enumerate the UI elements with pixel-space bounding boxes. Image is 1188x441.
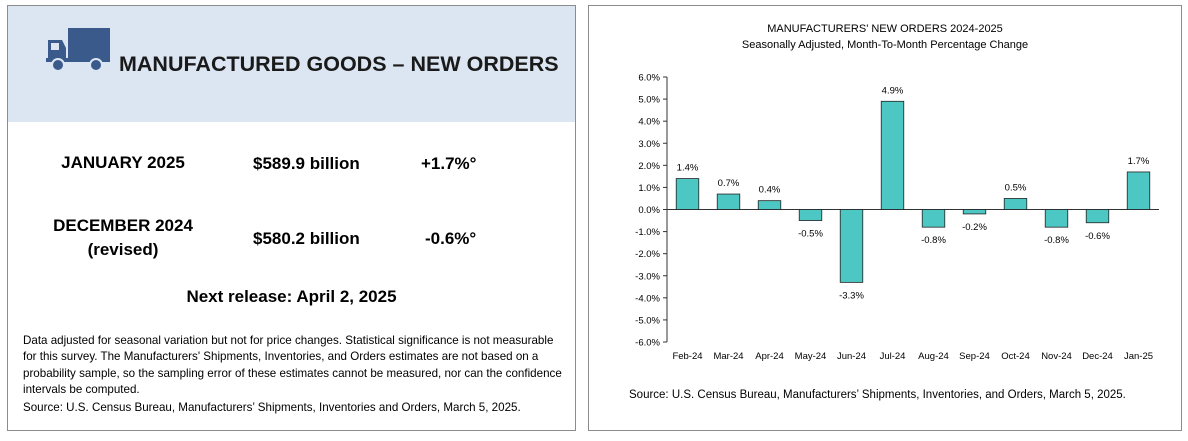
period-revised: (revised)	[87, 240, 159, 259]
period-december-2024: DECEMBER 2024 (revised)	[38, 214, 208, 262]
y-tick-label: 6.0%	[638, 73, 660, 84]
methodology-notes: Data adjusted for seasonal variation but…	[23, 334, 562, 397]
x-tick-label: Aug-24	[918, 351, 949, 362]
period-january-2025: JANUARY 2025	[38, 151, 208, 175]
chart-source: Source: U.S. Census Bureau, Manufacturer…	[629, 389, 1126, 401]
summary-source: Source: U.S. Census Bureau, Manufacturer…	[23, 401, 521, 414]
x-tick-label: Apr-24	[755, 351, 784, 362]
amount-december-2024: $580.2 billion	[253, 229, 360, 248]
bar	[1126, 171, 1151, 210]
y-tick-label: -6.0%	[635, 338, 660, 349]
data-label: 0.4%	[759, 185, 781, 196]
y-tick-label: -3.0%	[635, 271, 660, 282]
data-label: 1.7%	[1128, 156, 1150, 167]
bar	[1085, 209, 1110, 224]
data-label: 4.9%	[882, 85, 904, 96]
y-tick-label: 2.0%	[638, 161, 660, 172]
data-label: -0.5%	[798, 229, 823, 240]
x-tick-label: Dec-24	[1082, 351, 1113, 362]
plot-area: 6.0% 5.0% 4.0% 3.0% 2.0% 1.0% 0.0% -1.0% -2.0% -3…	[635, 73, 1159, 362]
summary-header: MANUFACTURED GOODS – NEW ORDERS	[8, 6, 575, 122]
y-tick-label: 4.0%	[638, 117, 660, 128]
data-label: -3.3%	[839, 290, 864, 301]
period-line: JANUARY 2025	[61, 153, 185, 172]
y-tick-label: 5.0%	[638, 95, 660, 106]
y-tick-label: -1.0%	[635, 227, 660, 238]
bar	[962, 209, 987, 215]
data-label: 0.5%	[1005, 182, 1027, 193]
data-label: 0.7%	[718, 178, 740, 189]
x-tick-label: Mar-24	[713, 351, 743, 362]
amount-january-2025: $589.9 billion	[253, 154, 360, 173]
period-line: DECEMBER 2024	[53, 216, 193, 235]
bar	[757, 200, 782, 210]
change-december-2024: -0.6%°	[425, 229, 477, 248]
x-tick-label: May-24	[795, 351, 827, 362]
y-tick-label: 0.0%	[638, 205, 660, 216]
bar	[716, 193, 741, 210]
y-tick-label: 1.0%	[638, 183, 660, 194]
x-tick-label: Jan-25	[1124, 351, 1153, 362]
data-label: -0.8%	[1044, 235, 1069, 246]
x-tick-label: Oct-24	[1001, 351, 1030, 362]
x-tick-label: Sep-24	[959, 351, 990, 362]
data-label: 1.4%	[677, 163, 699, 174]
y-tick-label: -4.0%	[635, 293, 660, 304]
chart-panel: MANUFACTURERS' NEW ORDERS 2024-2025 Seas…	[588, 5, 1182, 431]
bar	[1044, 209, 1069, 228]
headline: MANUFACTURED GOODS – NEW ORDERS	[119, 52, 559, 76]
bar	[675, 178, 700, 210]
x-tick-label: Nov-24	[1041, 351, 1072, 362]
bar	[839, 209, 864, 283]
bar-chart: MANUFACTURERS' NEW ORDERS 2024-2025 Seas…	[629, 23, 1159, 401]
x-tick-label: Jul-24	[880, 351, 906, 362]
bar	[1003, 198, 1028, 210]
y-tick-label: -2.0%	[635, 249, 660, 260]
chart-subtitle: Seasonally Adjusted, Month-To-Month Perc…	[742, 39, 1028, 51]
truck-icon	[46, 28, 110, 72]
bar	[880, 100, 905, 210]
y-tick-label: -5.0%	[635, 315, 660, 326]
x-tick-label: Jun-24	[837, 351, 866, 362]
y-tick-label: 3.0%	[638, 139, 660, 150]
change-january-2025: +1.7%°	[421, 154, 477, 173]
x-tick-label: Feb-24	[672, 351, 702, 362]
data-label: -0.8%	[921, 235, 946, 246]
summary-panel: MANUFACTURED GOODS – NEW ORDERS JANUARY …	[7, 5, 576, 431]
next-release: Next release: April 2, 2025	[186, 287, 397, 306]
bar	[921, 209, 946, 228]
data-label: -0.6%	[1085, 231, 1110, 242]
data-label: -0.2%	[962, 222, 987, 233]
chart-title: MANUFACTURERS' NEW ORDERS 2024-2025	[767, 23, 1003, 35]
bar	[798, 209, 823, 221]
